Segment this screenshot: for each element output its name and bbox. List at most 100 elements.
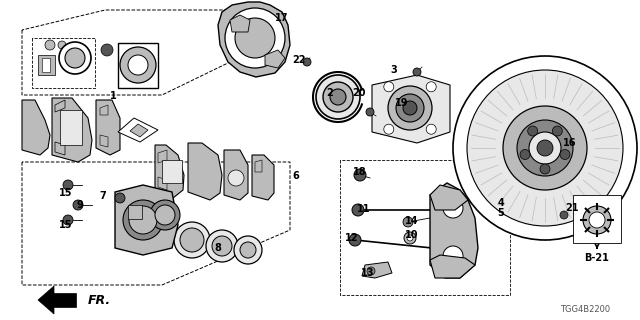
Circle shape — [384, 82, 394, 92]
Circle shape — [426, 124, 436, 134]
Text: FR.: FR. — [88, 293, 111, 307]
Polygon shape — [32, 38, 95, 88]
Polygon shape — [55, 100, 65, 112]
Circle shape — [123, 200, 163, 240]
Circle shape — [520, 149, 530, 159]
Circle shape — [174, 222, 210, 258]
Polygon shape — [96, 100, 120, 155]
Circle shape — [65, 48, 85, 68]
Text: 18: 18 — [353, 167, 367, 177]
Text: 19: 19 — [396, 98, 409, 108]
Polygon shape — [38, 286, 54, 314]
Text: B-21: B-21 — [584, 253, 609, 263]
Polygon shape — [372, 75, 450, 143]
Circle shape — [396, 94, 424, 122]
Polygon shape — [430, 185, 468, 210]
Circle shape — [552, 126, 563, 136]
Polygon shape — [42, 58, 50, 72]
Text: 5: 5 — [498, 208, 504, 218]
Text: 3: 3 — [390, 65, 397, 75]
Circle shape — [323, 82, 353, 112]
Polygon shape — [60, 110, 82, 145]
Polygon shape — [255, 160, 262, 172]
Circle shape — [115, 193, 125, 203]
Text: 21: 21 — [565, 203, 579, 213]
Polygon shape — [38, 55, 55, 75]
Polygon shape — [340, 160, 510, 295]
Circle shape — [303, 58, 311, 66]
Polygon shape — [52, 98, 92, 162]
Circle shape — [352, 204, 364, 216]
Text: 6: 6 — [292, 171, 300, 181]
Text: 2: 2 — [326, 88, 333, 98]
Bar — [128, 205, 142, 219]
Circle shape — [235, 18, 275, 58]
Circle shape — [589, 212, 605, 228]
Polygon shape — [118, 43, 158, 88]
Text: 7: 7 — [100, 191, 106, 201]
Circle shape — [129, 206, 157, 234]
Circle shape — [225, 8, 285, 68]
Polygon shape — [158, 177, 167, 190]
Text: 4: 4 — [498, 198, 504, 208]
Polygon shape — [22, 162, 290, 285]
Circle shape — [228, 170, 244, 186]
Polygon shape — [162, 160, 182, 183]
Polygon shape — [430, 255, 475, 278]
Circle shape — [366, 108, 374, 116]
Circle shape — [316, 75, 360, 119]
Text: 8: 8 — [214, 243, 221, 253]
Text: 1: 1 — [109, 91, 116, 101]
Circle shape — [413, 68, 421, 76]
Circle shape — [349, 234, 361, 246]
Circle shape — [128, 55, 148, 75]
Polygon shape — [430, 183, 478, 278]
Circle shape — [443, 246, 463, 266]
Circle shape — [58, 41, 66, 49]
Circle shape — [388, 86, 432, 130]
Circle shape — [467, 70, 623, 226]
Polygon shape — [130, 124, 148, 137]
Circle shape — [240, 242, 256, 258]
Text: 9: 9 — [77, 200, 83, 210]
Polygon shape — [100, 135, 108, 147]
Circle shape — [537, 140, 553, 156]
Polygon shape — [22, 10, 265, 95]
Text: 20: 20 — [352, 88, 365, 98]
Polygon shape — [22, 100, 50, 155]
Circle shape — [426, 82, 436, 92]
Circle shape — [180, 228, 204, 252]
Polygon shape — [188, 143, 222, 200]
Text: 16: 16 — [563, 138, 577, 148]
Polygon shape — [100, 105, 108, 115]
Circle shape — [101, 44, 113, 56]
Circle shape — [403, 217, 413, 227]
Circle shape — [527, 126, 538, 136]
Circle shape — [453, 56, 637, 240]
Text: 12: 12 — [345, 233, 359, 243]
Polygon shape — [252, 155, 274, 200]
Circle shape — [206, 230, 238, 262]
Circle shape — [529, 132, 561, 164]
Text: 22: 22 — [292, 55, 306, 65]
Circle shape — [540, 164, 550, 174]
Circle shape — [155, 205, 175, 225]
Circle shape — [63, 180, 73, 190]
Circle shape — [73, 200, 83, 210]
Circle shape — [120, 47, 156, 83]
Text: 11: 11 — [357, 204, 371, 214]
Text: 13: 13 — [361, 268, 375, 278]
Text: 10: 10 — [405, 230, 419, 240]
Circle shape — [330, 89, 346, 105]
Circle shape — [560, 149, 570, 159]
Polygon shape — [155, 145, 184, 198]
Circle shape — [150, 200, 180, 230]
Text: TGG4B2200: TGG4B2200 — [560, 306, 610, 315]
Circle shape — [503, 106, 587, 190]
Circle shape — [443, 198, 463, 218]
Polygon shape — [362, 262, 392, 278]
Circle shape — [59, 42, 91, 74]
Text: 15: 15 — [60, 188, 73, 198]
Text: 14: 14 — [405, 216, 419, 226]
Polygon shape — [265, 50, 285, 68]
